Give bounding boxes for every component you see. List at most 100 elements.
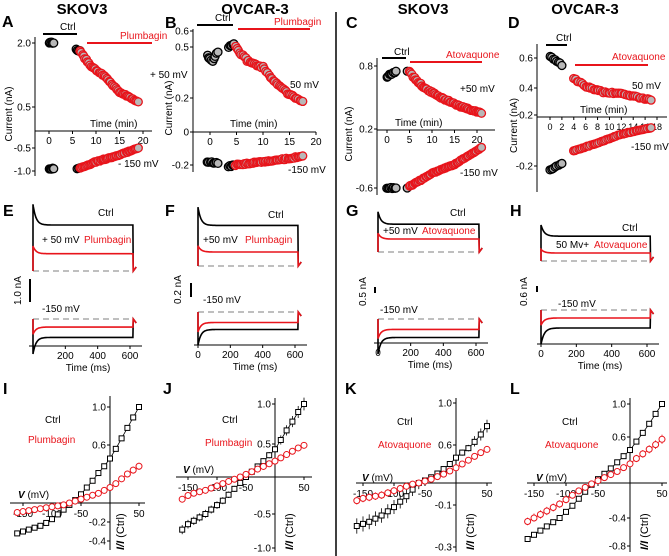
x-tick-label: 200 [222,350,239,361]
data-point [136,463,142,469]
data-point [255,466,261,472]
ctrl-label: Ctrl [397,417,413,428]
data-point [101,487,107,493]
y-tick-label: 1.0 [438,399,452,410]
y-tick-label: -0.1 [435,501,453,512]
data-point [582,484,588,490]
y-axis-label: Current (nA) [164,80,175,135]
y-tick-label: -1.0 [254,544,272,555]
voltage-label-neg: -150 mV [380,305,418,316]
y-tick-label: 0.6 [519,54,533,65]
ctrl-label: Ctrl [222,415,238,426]
data-point [570,503,575,508]
data-point [398,499,403,504]
x-tick-label: 50 [298,483,310,494]
data-point [266,461,272,467]
x-axis-label: Time (ms) [578,361,623,372]
data-point [544,508,550,514]
voltage-label-pos: + 50 mV [150,70,188,81]
voltage-label-pos: +50 mV [203,235,238,246]
data-point [459,461,465,467]
x-axis-label: Time (ms) [408,360,453,371]
v-unit: (mV) [190,465,214,476]
x-tick-label: -50 [591,489,606,500]
data-point [267,453,272,458]
y-tick-label: 0.5 [257,440,271,451]
x-tick-label: 15 [449,135,461,146]
data-point [272,458,278,464]
data-point [653,411,658,416]
x-tick-label: 200 [402,348,419,359]
data-point [416,480,422,486]
x-tick-label: 50 [656,489,668,500]
data-point [113,446,118,451]
data-point [640,451,646,457]
v-axis-label: V (mV) [362,473,393,484]
data-point [278,455,284,461]
data-point [646,446,652,452]
data-point [197,515,202,520]
voltage-label-pos: 50 Mv+ [556,240,589,251]
panel-h: H0 200 400 600Time (ms)0.6 nACtrl50 Mv+ Atov… [510,203,659,372]
data-point [220,498,225,503]
voltage-label-neg: -150 mV [42,304,80,315]
trace-ctrl-neg [541,310,654,344]
data-point [238,480,243,485]
data-point [379,492,385,498]
y-axis-label: Current (nA) [344,106,355,161]
data-point [647,96,655,104]
trace-ctrl-neg [378,319,482,354]
y-tick-label: -0.4 [609,514,627,525]
data-point [478,450,484,456]
data-point [544,524,549,529]
trace-drug-pos [541,249,654,261]
drug-label: Atovaquone [594,240,648,251]
voltage-label-pos: 50 mV [632,81,661,92]
data-point [102,464,107,469]
ctrl-label: Ctrl [60,22,76,33]
data-point [392,505,397,510]
data-point [96,471,101,476]
y-tick-label: -0.6 [356,184,374,195]
trace-drug-pos [198,246,301,266]
data-point [249,469,255,475]
data-point [90,492,96,498]
x-tick-label: 0 [46,136,52,147]
data-point [563,497,569,503]
figure: SKOV3 OVCAR-3 SKOV3 OVCAR-3 A0 5 10 15 202.0… [0,0,669,556]
data-point [550,505,556,511]
ctrl-label: Ctrl [45,415,61,426]
data-point [299,97,307,105]
data-point [366,494,372,500]
x-tick-label: 0 [384,135,390,146]
data-point [361,521,366,526]
data-point [410,481,416,487]
data-point [441,471,447,477]
voltage-label-pos: + 50 mV [42,235,80,246]
x-tick-label: 5 [70,136,76,147]
x-tick-label: 20 [310,137,322,148]
data-point [66,500,72,506]
y-tick-label: 0.6 [438,441,452,452]
trace-drug-neg [33,319,136,334]
x-tick-label: 400 [89,351,106,362]
data-point [26,508,32,514]
y-tick-label: 0.8 [359,62,373,73]
data-point [214,159,222,167]
panel-letter: H [510,203,522,220]
ctrl-label: Ctrl [556,33,572,44]
data-point [558,62,566,70]
y-tick-label: 0.6 [92,441,106,452]
scale-bar-label: 0.6 nA [519,277,530,306]
scale-bar-label: 0.5 nA [358,277,369,306]
x-tick-label: 600 [639,349,656,360]
data-point [186,522,191,527]
data-point [537,512,543,518]
data-point [226,478,232,484]
x-axis-label: Time (min) [395,118,442,129]
data-point [403,483,409,489]
panel-letter: I [3,381,7,398]
v-axis-label: V (mV) [183,465,214,476]
data-point [273,447,278,452]
data-point [95,490,101,496]
